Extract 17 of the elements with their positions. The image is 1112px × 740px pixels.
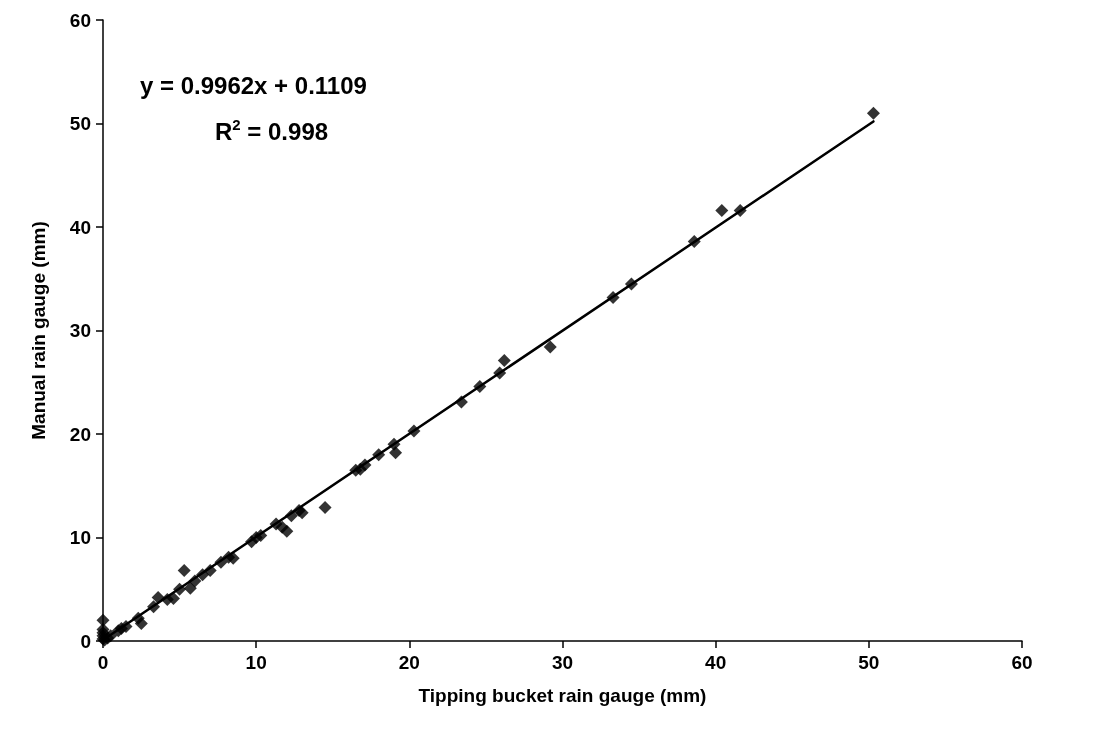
y-tick-label: 0 <box>80 630 91 652</box>
y-axis-title: Manual rain gauge (mm) <box>28 221 49 440</box>
y-tick-label: 40 <box>69 216 91 238</box>
y-tick-label: 20 <box>69 423 91 445</box>
x-axis-title: Tipping bucket rain gauge (mm) <box>418 685 707 706</box>
x-tick-label: 30 <box>551 652 574 673</box>
x-tick-label: 50 <box>858 652 880 673</box>
x-tick-label: 60 <box>1011 652 1033 673</box>
x-tick-label: 10 <box>245 652 267 673</box>
y-tick-label: 60 <box>69 9 91 31</box>
y-tick-label: 30 <box>69 320 91 341</box>
x-tick-label: 0 <box>97 652 109 673</box>
y-tick-label: 50 <box>69 113 91 134</box>
x-tick-label: 20 <box>398 652 420 673</box>
annotation: y = 0.9962x + 0.1109 <box>140 71 367 99</box>
y-tick-label: 10 <box>69 527 91 548</box>
x-tick-label: 40 <box>705 652 727 673</box>
